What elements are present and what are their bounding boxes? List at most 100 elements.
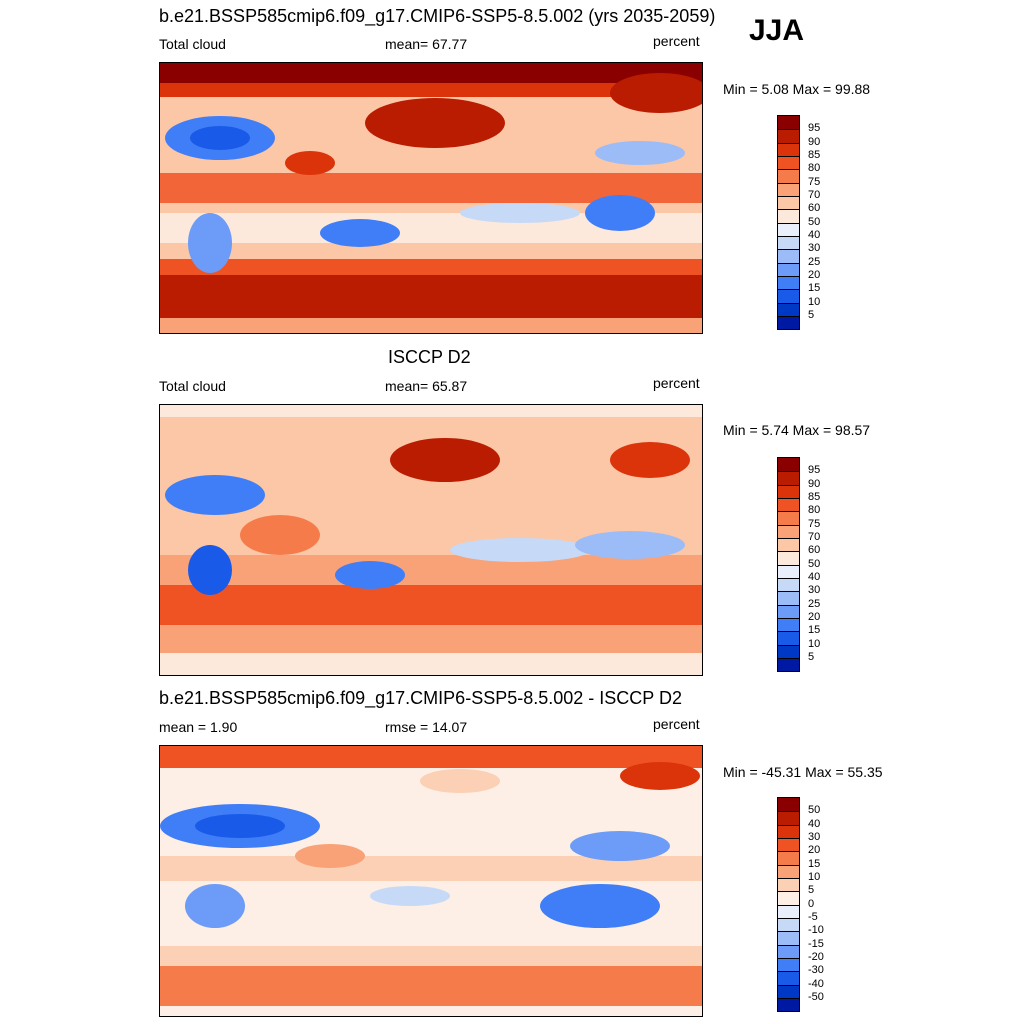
- panel2-map: [159, 404, 703, 676]
- colorbar-tick-label: 50: [808, 804, 821, 817]
- colorbar-tick-label: 15: [808, 624, 821, 637]
- panel3-title: b.e21.BSSP585cmip6.f09_g17.CMIP6-SSP5-8.…: [159, 688, 682, 708]
- colorbar-tick-label: 50: [808, 215, 821, 228]
- colorbar-tick-label: 10: [808, 637, 821, 650]
- colorbar-swatch: [778, 129, 799, 143]
- panel3-map-field: [160, 746, 702, 1016]
- colorbar-tick-label: 25: [808, 255, 821, 268]
- colorbar-swatch: [778, 891, 799, 905]
- colorbar-swatch: [778, 262, 799, 276]
- colorbar-swatch: [778, 209, 799, 223]
- colorbar-tick-label: -20: [808, 950, 824, 963]
- colorbar-tick-label: 20: [808, 610, 821, 623]
- colorbar-tick-label: 50: [808, 557, 821, 570]
- panel2-title: ISCCP D2: [388, 347, 471, 367]
- colorbar-tick-label: 40: [808, 570, 821, 583]
- colorbar-swatch: [778, 877, 799, 892]
- colorbar-tick-label: -50: [808, 990, 824, 1003]
- panel1-map: [159, 62, 703, 334]
- panel3-map: [159, 745, 703, 1017]
- colorbar-tick-label: -30: [808, 964, 824, 977]
- panel2-map-field: [160, 405, 702, 675]
- colorbar-tick-label: 70: [808, 530, 821, 543]
- colorbar-swatch: [778, 235, 799, 250]
- colorbar-swatch: [778, 471, 799, 485]
- colorbar-tick-label: 80: [808, 504, 821, 517]
- colorbar-swatch: [778, 591, 799, 605]
- colorbar-swatch: [778, 851, 799, 865]
- panel2-range-label: Min = 5.74 Max = 98.57: [723, 422, 871, 438]
- colorbar-tick-label: 95: [808, 122, 821, 135]
- colorbar-swatch: [778, 811, 799, 825]
- colorbar-swatch: [778, 458, 799, 472]
- colorbar-tick-label: 40: [808, 228, 821, 241]
- colorbar-tick-label: 30: [808, 242, 821, 255]
- colorbar-swatch: [778, 604, 799, 618]
- colorbar-tick-label: 10: [808, 295, 821, 308]
- panel1-variable-label: Total cloud: [159, 36, 226, 52]
- colorbar-swatch: [778, 837, 799, 852]
- colorbar-swatch: [778, 564, 799, 578]
- panel3-rmse-label: rmse = 14.07: [385, 719, 468, 735]
- colorbar-swatch: [778, 644, 799, 658]
- colorbar-tick-label: 40: [808, 817, 821, 830]
- panel1-title: b.e21.BSSP585cmip6.f09_g17.CMIP6-SSP5-8.…: [159, 6, 716, 26]
- colorbar-swatch: [778, 824, 799, 838]
- panel1-units-label: percent: [653, 33, 700, 49]
- colorbar-swatch: [778, 289, 799, 303]
- panel3-colorbar: [777, 797, 800, 1013]
- colorbar-swatch: [778, 798, 799, 812]
- colorbar-swatch: [778, 195, 799, 210]
- colorbar-tick-label: 20: [808, 268, 821, 281]
- season-label: JJA: [749, 14, 805, 47]
- panel2-units-label: percent: [653, 375, 700, 391]
- colorbar-swatch: [778, 497, 799, 512]
- colorbar-tick-label: 25: [808, 597, 821, 610]
- colorbar-tick-label: 90: [808, 477, 821, 490]
- colorbar-swatch: [778, 864, 799, 878]
- colorbar-tick-label: 75: [808, 517, 821, 530]
- panel3-mean-label: mean = 1.90: [159, 719, 238, 735]
- colorbar-tick-label: 85: [808, 148, 821, 161]
- panel1-range-label: Min = 5.08 Max = 99.88: [723, 81, 871, 97]
- colorbar-tick-label: 5: [808, 308, 815, 321]
- colorbar-swatch: [778, 142, 799, 156]
- colorbar-swatch: [778, 551, 799, 565]
- colorbar-tick-label: 0: [808, 897, 815, 910]
- colorbar-tick-label: 30: [808, 584, 821, 597]
- colorbar-swatch: [778, 944, 799, 958]
- colorbar-swatch: [778, 631, 799, 645]
- colorbar-swatch: [778, 984, 799, 998]
- colorbar-swatch: [778, 315, 799, 330]
- panel2-colorbar: [777, 457, 800, 673]
- colorbar-tick-label: 60: [808, 544, 821, 557]
- colorbar-tick-label: 70: [808, 188, 821, 201]
- colorbar-swatch: [778, 997, 799, 1012]
- colorbar-tick-label: -15: [808, 937, 824, 950]
- colorbar-swatch: [778, 302, 799, 316]
- colorbar-swatch: [778, 971, 799, 985]
- colorbar-tick-label: 5: [808, 884, 815, 897]
- colorbar-tick-label: 15: [808, 857, 821, 870]
- colorbar-swatch: [778, 524, 799, 538]
- panel1-colorbar: [777, 115, 800, 331]
- colorbar-tick-label: 90: [808, 135, 821, 148]
- panel1-map-field: [160, 63, 702, 333]
- panel1-mean-label: mean= 67.77: [385, 36, 468, 52]
- colorbar-swatch: [778, 155, 799, 170]
- colorbar-swatch: [778, 577, 799, 592]
- colorbar-tick-label: -40: [808, 977, 824, 990]
- colorbar-tick-label: 15: [808, 282, 821, 295]
- colorbar-tick-label: 95: [808, 464, 821, 477]
- colorbar-tick-label: 75: [808, 175, 821, 188]
- colorbar-swatch: [778, 511, 799, 525]
- colorbar-swatch: [778, 904, 799, 918]
- colorbar-tick-label: -10: [808, 924, 824, 937]
- colorbar-tick-label: 85: [808, 490, 821, 503]
- panel2-mean-label: mean= 65.87: [385, 378, 468, 394]
- colorbar-swatch: [778, 275, 799, 290]
- colorbar-swatch: [778, 249, 799, 263]
- colorbar-swatch: [778, 657, 799, 672]
- colorbar-swatch: [778, 537, 799, 552]
- colorbar-swatch: [778, 182, 799, 196]
